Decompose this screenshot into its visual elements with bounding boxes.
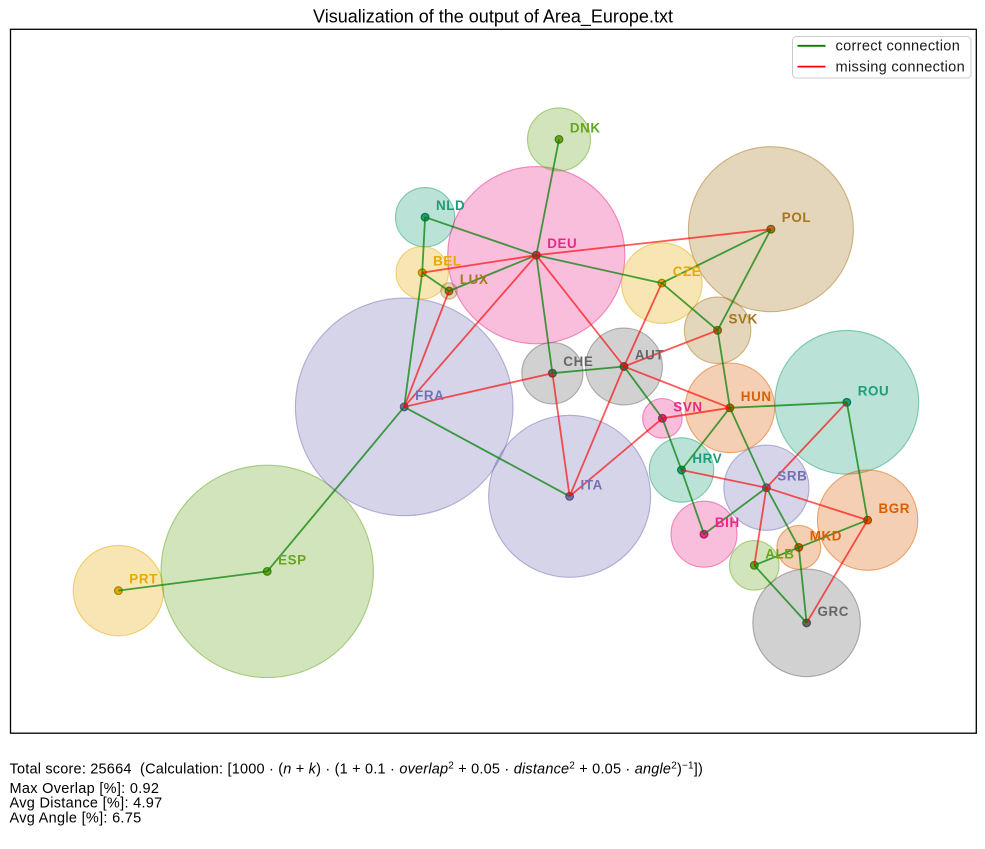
- svg-text:ITA: ITA: [581, 477, 603, 492]
- svg-text:SVK: SVK: [729, 311, 758, 326]
- svg-text:GRC: GRC: [818, 604, 850, 619]
- svg-text:missing connection: missing connection: [836, 59, 966, 75]
- svg-text:ESP: ESP: [278, 552, 307, 567]
- svg-text:DEU: DEU: [547, 236, 577, 251]
- svg-text:CZE: CZE: [673, 264, 702, 279]
- svg-text:SRB: SRB: [777, 469, 807, 484]
- svg-text:BEL: BEL: [433, 254, 462, 269]
- svg-text:correct connection: correct connection: [836, 39, 961, 55]
- svg-text:HUN: HUN: [741, 389, 772, 404]
- svg-text:BIH: BIH: [715, 515, 740, 530]
- svg-text:LUX: LUX: [460, 272, 489, 287]
- svg-text:CHE: CHE: [563, 354, 593, 369]
- svg-text:HRV: HRV: [692, 451, 722, 466]
- svg-text:SVN: SVN: [673, 399, 702, 414]
- svg-text:FRA: FRA: [415, 388, 444, 403]
- svg-text:BGR: BGR: [879, 501, 911, 516]
- svg-text:ALB: ALB: [765, 546, 794, 561]
- svg-text:PRT: PRT: [129, 572, 158, 587]
- svg-text:ROU: ROU: [858, 383, 890, 398]
- svg-text:Visualization of the output of: Visualization of the output of Area_Euro…: [313, 6, 673, 27]
- svg-text:Total score: 25664 (Calculati: Total score: 25664 (Calculation: [1000 ·…: [10, 760, 704, 778]
- svg-text:Avg Angle [%]: 6.75: Avg Angle [%]: 6.75: [10, 810, 142, 826]
- svg-text:MKD: MKD: [810, 528, 842, 543]
- svg-text:DNK: DNK: [570, 120, 601, 135]
- svg-text:POL: POL: [782, 210, 811, 225]
- svg-text:NLD: NLD: [436, 198, 465, 213]
- svg-text:Max Overlap [%]: 0.92: Max Overlap [%]: 0.92: [10, 781, 160, 797]
- svg-text:Avg Distance [%]: 4.97: Avg Distance [%]: 4.97: [10, 796, 163, 812]
- svg-text:AUT: AUT: [635, 348, 665, 363]
